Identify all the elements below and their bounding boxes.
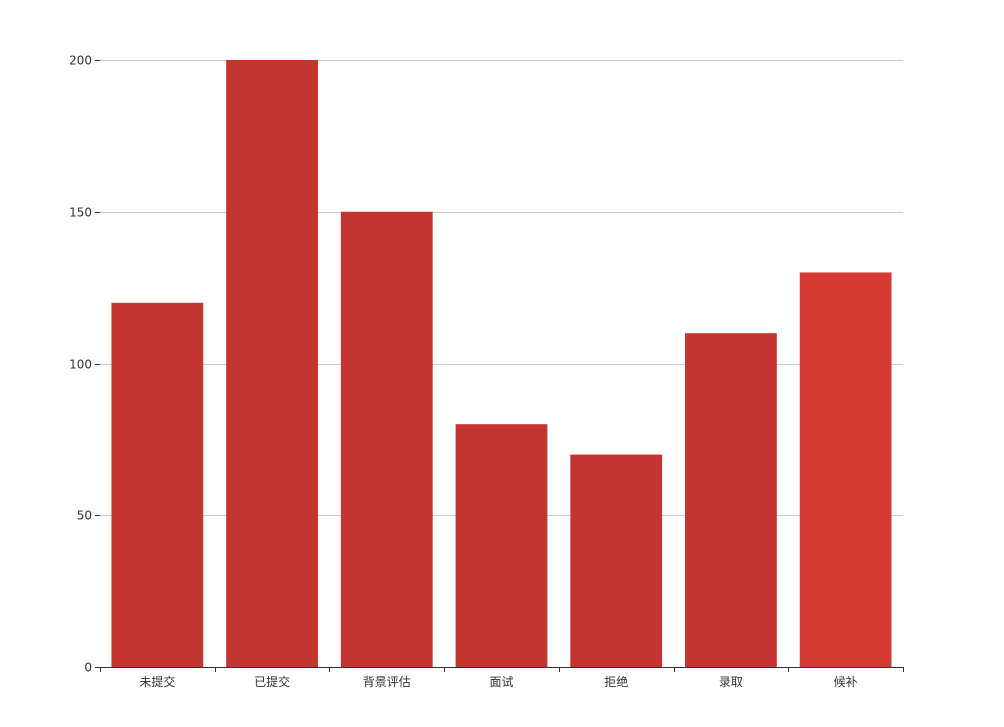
y-tick-label: 150 [69,206,92,220]
x-tick-label: 背景评估 [363,675,411,689]
bar[interactable] [111,302,204,667]
bars-group [111,60,892,667]
bar[interactable] [340,211,433,667]
bar[interactable] [455,424,548,667]
axes-group [95,60,904,672]
y-tick-label: 100 [69,358,92,372]
x-tick-label: 候补 [834,675,858,689]
x-tick-labels: 未提交 已提交 背景评估 面试 拒绝 录取 候补 [139,674,857,689]
bar[interactable] [685,333,777,667]
y-tick-label: 50 [77,509,92,523]
bar[interactable] [570,454,663,667]
y-tick-label: 0 [84,661,92,675]
x-tick-label: 拒绝 [604,674,628,689]
bar[interactable] [226,60,318,667]
y-tick-label: 200 [69,54,92,68]
y-tick-labels: 0 50 100 150 200 [69,54,92,675]
bar[interactable] [799,272,892,667]
x-tick-label: 已提交 [254,674,290,689]
x-tick-label: 面试 [489,674,513,689]
x-tick-label: 未提交 [139,674,175,689]
x-tick-label: 录取 [719,675,743,689]
